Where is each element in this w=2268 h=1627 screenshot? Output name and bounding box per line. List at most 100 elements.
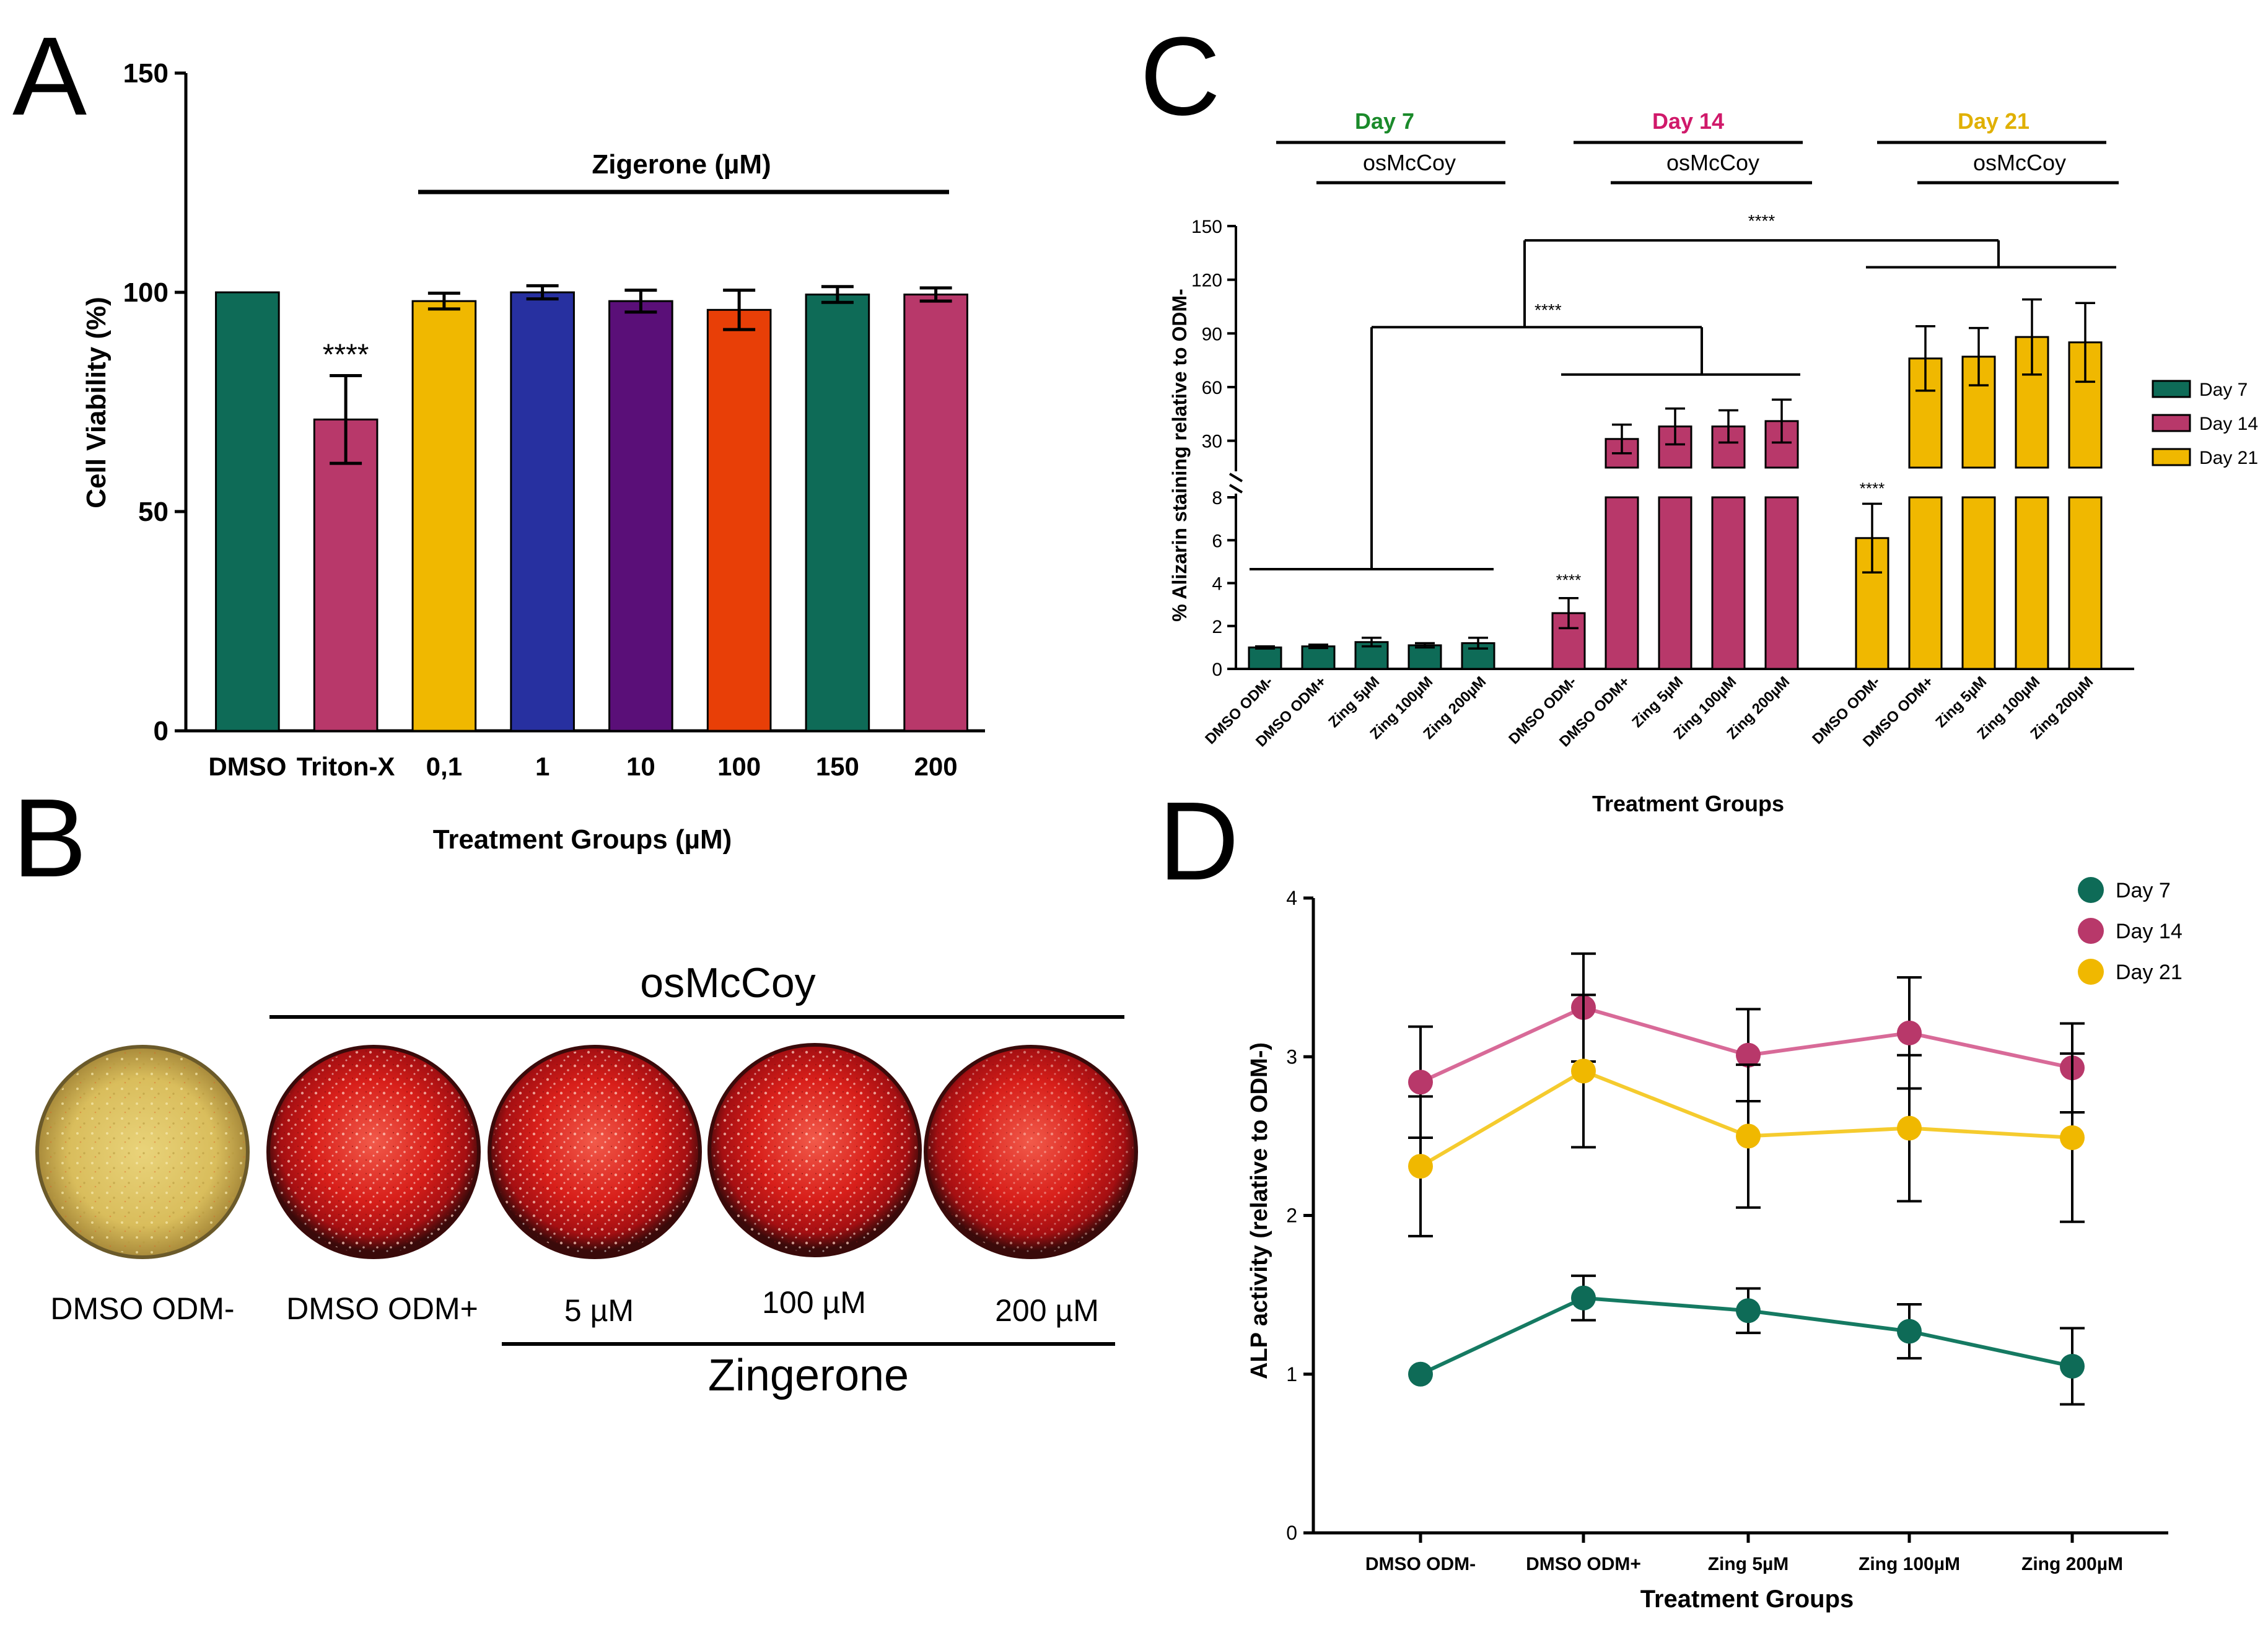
c-error-bar xyxy=(1969,326,1989,386)
c-category-label: Zing 5µM xyxy=(1932,673,1990,731)
a-bar xyxy=(411,300,477,732)
d-category-label: Zing 100µM xyxy=(1859,1554,1960,1574)
c-bar-lower-segment xyxy=(2068,496,2103,670)
d-legend-marker xyxy=(2078,918,2104,944)
a-error-bar xyxy=(723,288,756,331)
c-error-bar xyxy=(1916,325,1935,392)
well-label: 5 µM xyxy=(564,1293,634,1328)
a-error-bar xyxy=(624,288,657,314)
c-category-label: Zing 5µM xyxy=(1325,673,1383,731)
c-day14-osmccoy: osMcCoy xyxy=(1666,150,1759,175)
c-error-bar xyxy=(2022,298,2042,376)
c-error-bar xyxy=(1415,642,1435,649)
c-legend-swatch xyxy=(2152,414,2191,432)
c-y-axis-label: % Alizarin staining relative to ODM- xyxy=(1168,289,1191,622)
d-category-label: DMSO ODM+ xyxy=(1526,1554,1641,1574)
a-bar xyxy=(313,418,379,732)
c-x-axis-label: Treatment Groups xyxy=(1592,791,1784,816)
c-error-bar xyxy=(1862,502,1882,574)
panel-label-d: D xyxy=(1158,779,1239,904)
c-error-bar xyxy=(1719,409,1738,444)
c-y-tick-label: 6 xyxy=(1212,531,1222,551)
c-bar xyxy=(1248,646,1282,670)
a-bar xyxy=(805,294,870,732)
a-category-label: 0,1 xyxy=(426,752,462,781)
d-data-point xyxy=(1897,1319,1922,1344)
c-y-tick-label: 60 xyxy=(1202,378,1222,398)
a-zigerone-bracket-label: Zigerone (µM) xyxy=(592,149,771,180)
c-bar-lower-segment xyxy=(2015,496,2049,670)
a-error-bar xyxy=(919,286,952,303)
c-bar-lower-segment xyxy=(1764,496,1799,670)
well-label: 200 µM xyxy=(995,1293,1099,1328)
c-significance: **** xyxy=(1556,571,1581,590)
well-5um xyxy=(488,1045,702,1259)
well-label: 100 µM xyxy=(762,1285,866,1320)
a-error-bar xyxy=(821,285,854,304)
a-bar xyxy=(706,308,772,732)
c-day14-header: Day 14 xyxy=(1652,108,1724,134)
well-label: DMSO ODM+ xyxy=(286,1291,478,1326)
c-error-bar xyxy=(1362,637,1381,648)
panel-label-a: A xyxy=(12,14,87,139)
c-bar-lower-segment xyxy=(1908,496,1943,670)
a-x-axis-label: Treatment Groups (µM) xyxy=(433,824,732,855)
a-category-label: 150 xyxy=(816,752,859,781)
panel-b-alizarin-wells: osMcCoy DMSO ODM- DMSO ODM+ 5 µM 100 µM … xyxy=(35,959,1138,1400)
d-category-label: Zing 5µM xyxy=(1708,1554,1789,1574)
a-bar xyxy=(215,291,280,732)
a-category-label: 100 xyxy=(717,752,761,781)
d-data-point xyxy=(1736,1042,1761,1068)
c-day7-osmccoy: osMcCoy xyxy=(1363,150,1456,175)
d-y-tick-label: 2 xyxy=(1286,1205,1297,1227)
a-error-bar xyxy=(427,291,460,311)
c-day7-header: Day 7 xyxy=(1355,108,1414,134)
d-data-point xyxy=(1571,1058,1596,1084)
a-y-axis-label: Cell Viability (%) xyxy=(81,297,112,508)
c-bar-lower-segment xyxy=(1605,496,1639,670)
c-y-tick-label: 120 xyxy=(1191,271,1222,291)
panel-a-bar-chart: Cell Viability (%) Treatment Groups (µM)… xyxy=(81,58,985,855)
c-y-tick-label: 4 xyxy=(1212,574,1222,595)
c-day21-header: Day 21 xyxy=(1958,108,2029,134)
a-bar xyxy=(510,291,575,732)
a-category-label: DMSO xyxy=(208,752,286,781)
c-error-bar xyxy=(1665,407,1685,446)
a-y-tick-label: 50 xyxy=(138,497,169,527)
panel-label-b: B xyxy=(12,776,87,901)
a-y-tick-label: 0 xyxy=(154,716,169,746)
c-bar-lower-segment xyxy=(1961,496,1996,670)
d-y-tick-label: 0 xyxy=(1286,1522,1297,1544)
c-legend-label: Day 14 xyxy=(2199,414,2258,434)
c-error-bar xyxy=(2075,302,2095,383)
b-zingerone-label: Zingerone xyxy=(708,1351,909,1400)
d-y-axis-label: ALP activity (relative to ODM-) xyxy=(1246,1042,1272,1379)
d-data-point xyxy=(1897,1115,1922,1141)
a-y-tick-label: 150 xyxy=(123,58,169,89)
a-category-label: 1 xyxy=(535,752,549,781)
a-category-label: 200 xyxy=(914,752,958,781)
well-label: DMSO ODM- xyxy=(50,1291,234,1326)
c-error-bar xyxy=(1308,643,1328,650)
a-error-bar xyxy=(526,284,559,301)
d-y-tick-label: 3 xyxy=(1286,1045,1297,1068)
d-y-tick-label: 4 xyxy=(1286,887,1297,909)
c-error-bar xyxy=(1468,637,1488,650)
a-bar xyxy=(903,294,968,732)
c-category-label: Zing 5µM xyxy=(1629,673,1686,731)
a-significance: **** xyxy=(323,339,369,372)
d-data-point xyxy=(1408,1361,1433,1387)
d-category-label: Zing 200µM xyxy=(2021,1554,2123,1574)
d-data-point xyxy=(2060,1125,2085,1150)
well-dmso-odm-minus xyxy=(35,1045,250,1259)
d-legend-label: Day 14 xyxy=(2116,920,2183,943)
d-data-point xyxy=(1408,1070,1433,1095)
a-category-label: 10 xyxy=(626,752,655,781)
d-data-point xyxy=(1736,1123,1761,1149)
well-dmso-odm-plus xyxy=(266,1045,481,1259)
d-data-point xyxy=(1571,1285,1596,1311)
a-bar xyxy=(608,300,673,732)
c-y-tick-label: 8 xyxy=(1212,488,1222,508)
d-data-point xyxy=(2060,1353,2085,1379)
a-error-bar xyxy=(330,374,362,465)
